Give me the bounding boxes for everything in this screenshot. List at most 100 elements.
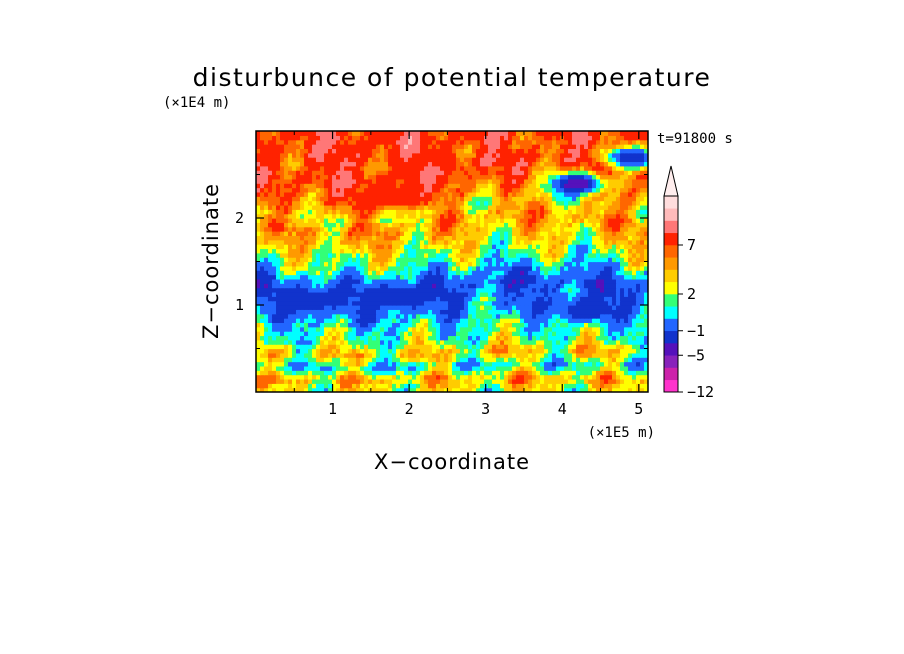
heat-cell (536, 318, 541, 323)
heat-cell (584, 348, 589, 354)
heat-cell (344, 178, 349, 184)
heat-cell (340, 352, 345, 358)
heat-cell (640, 261, 645, 267)
heat-cell (644, 322, 648, 328)
heat-cell (616, 226, 621, 232)
heat-cell (580, 248, 585, 254)
heat-cell (424, 296, 429, 302)
heat-cell (436, 318, 441, 323)
heat-cell (448, 222, 453, 228)
heat-cell (316, 283, 321, 289)
heat-cell (616, 387, 621, 392)
heat-cell (480, 239, 485, 245)
heat-cell (432, 178, 437, 184)
heat-cell (324, 309, 329, 315)
heat-cell (544, 261, 549, 267)
heat-cell (340, 365, 345, 371)
heat-cell (448, 244, 453, 250)
heat-cell (608, 287, 613, 293)
heat-cell (464, 183, 469, 189)
heat-cell (396, 291, 401, 297)
heat-cell (576, 383, 581, 389)
heat-cell (268, 370, 273, 376)
heat-cell (628, 187, 633, 193)
heat-cell (540, 374, 545, 380)
heat-cell (412, 261, 417, 267)
heat-cell (460, 261, 465, 267)
heat-cell (544, 313, 549, 319)
heat-cell (576, 174, 581, 180)
heat-cell (348, 274, 353, 280)
heat-cell (320, 387, 325, 392)
heat-cell (288, 318, 293, 323)
heat-cell (356, 331, 361, 337)
heat-cell (644, 335, 648, 341)
heat-cell (372, 374, 377, 380)
heat-cell (440, 365, 445, 371)
heat-cell (644, 370, 648, 376)
heat-cell (644, 365, 648, 371)
heat-cell (476, 331, 481, 337)
heat-cell (336, 331, 341, 337)
heat-cell (540, 357, 545, 363)
heat-cell (328, 196, 333, 202)
heat-cell (404, 170, 409, 176)
heat-cell (596, 357, 601, 363)
heat-cell (408, 187, 413, 193)
heat-cell (532, 226, 537, 232)
heat-cell (412, 252, 417, 258)
heat-cell (344, 278, 349, 284)
heat-cell (580, 213, 585, 219)
heat-cell (472, 239, 477, 245)
heat-cell (532, 387, 537, 392)
heat-cell (392, 365, 397, 371)
heat-cell (532, 270, 537, 276)
heat-cell (608, 348, 613, 354)
heat-cell (568, 226, 573, 232)
heat-cell (440, 322, 445, 328)
heat-cell (320, 305, 325, 310)
heat-cell (324, 248, 329, 254)
heat-cell (488, 170, 493, 176)
heat-cell (400, 305, 405, 310)
heat-cell (444, 231, 449, 236)
heat-cell (376, 209, 381, 215)
heat-cell (636, 318, 641, 323)
heat-cell (500, 348, 505, 354)
heat-cell (384, 291, 389, 297)
heat-cell (620, 296, 625, 302)
heat-cell (552, 196, 557, 202)
heat-cell (588, 204, 593, 210)
heat-cell (392, 305, 397, 310)
heat-cell (312, 313, 317, 319)
heat-cell (624, 287, 629, 293)
heat-cell (352, 196, 357, 202)
heat-cell (596, 244, 601, 250)
heat-cell (596, 257, 601, 263)
heat-cell (460, 291, 465, 297)
heat-cell (416, 265, 421, 271)
heat-cell (512, 183, 517, 189)
heat-cell (476, 270, 481, 276)
heat-cell (480, 370, 485, 376)
heat-cell (308, 322, 313, 328)
heat-cell (352, 387, 357, 392)
heat-cell (540, 178, 545, 184)
heat-cell (440, 218, 445, 223)
heat-cell (412, 387, 417, 392)
heat-cell (280, 296, 285, 302)
heat-cell (352, 174, 357, 180)
heat-cell (444, 361, 449, 367)
heat-cell (368, 357, 373, 363)
heat-cell (360, 352, 365, 358)
heat-cell (636, 370, 641, 376)
heat-cell (340, 274, 345, 280)
heat-cell (360, 344, 365, 350)
heat-cell (532, 261, 537, 267)
heat-cell (272, 191, 277, 197)
heat-cell (320, 326, 325, 332)
heat-cell (560, 218, 565, 223)
heat-cell (396, 305, 401, 310)
heat-cell (572, 170, 577, 176)
heat-cell (572, 313, 577, 319)
